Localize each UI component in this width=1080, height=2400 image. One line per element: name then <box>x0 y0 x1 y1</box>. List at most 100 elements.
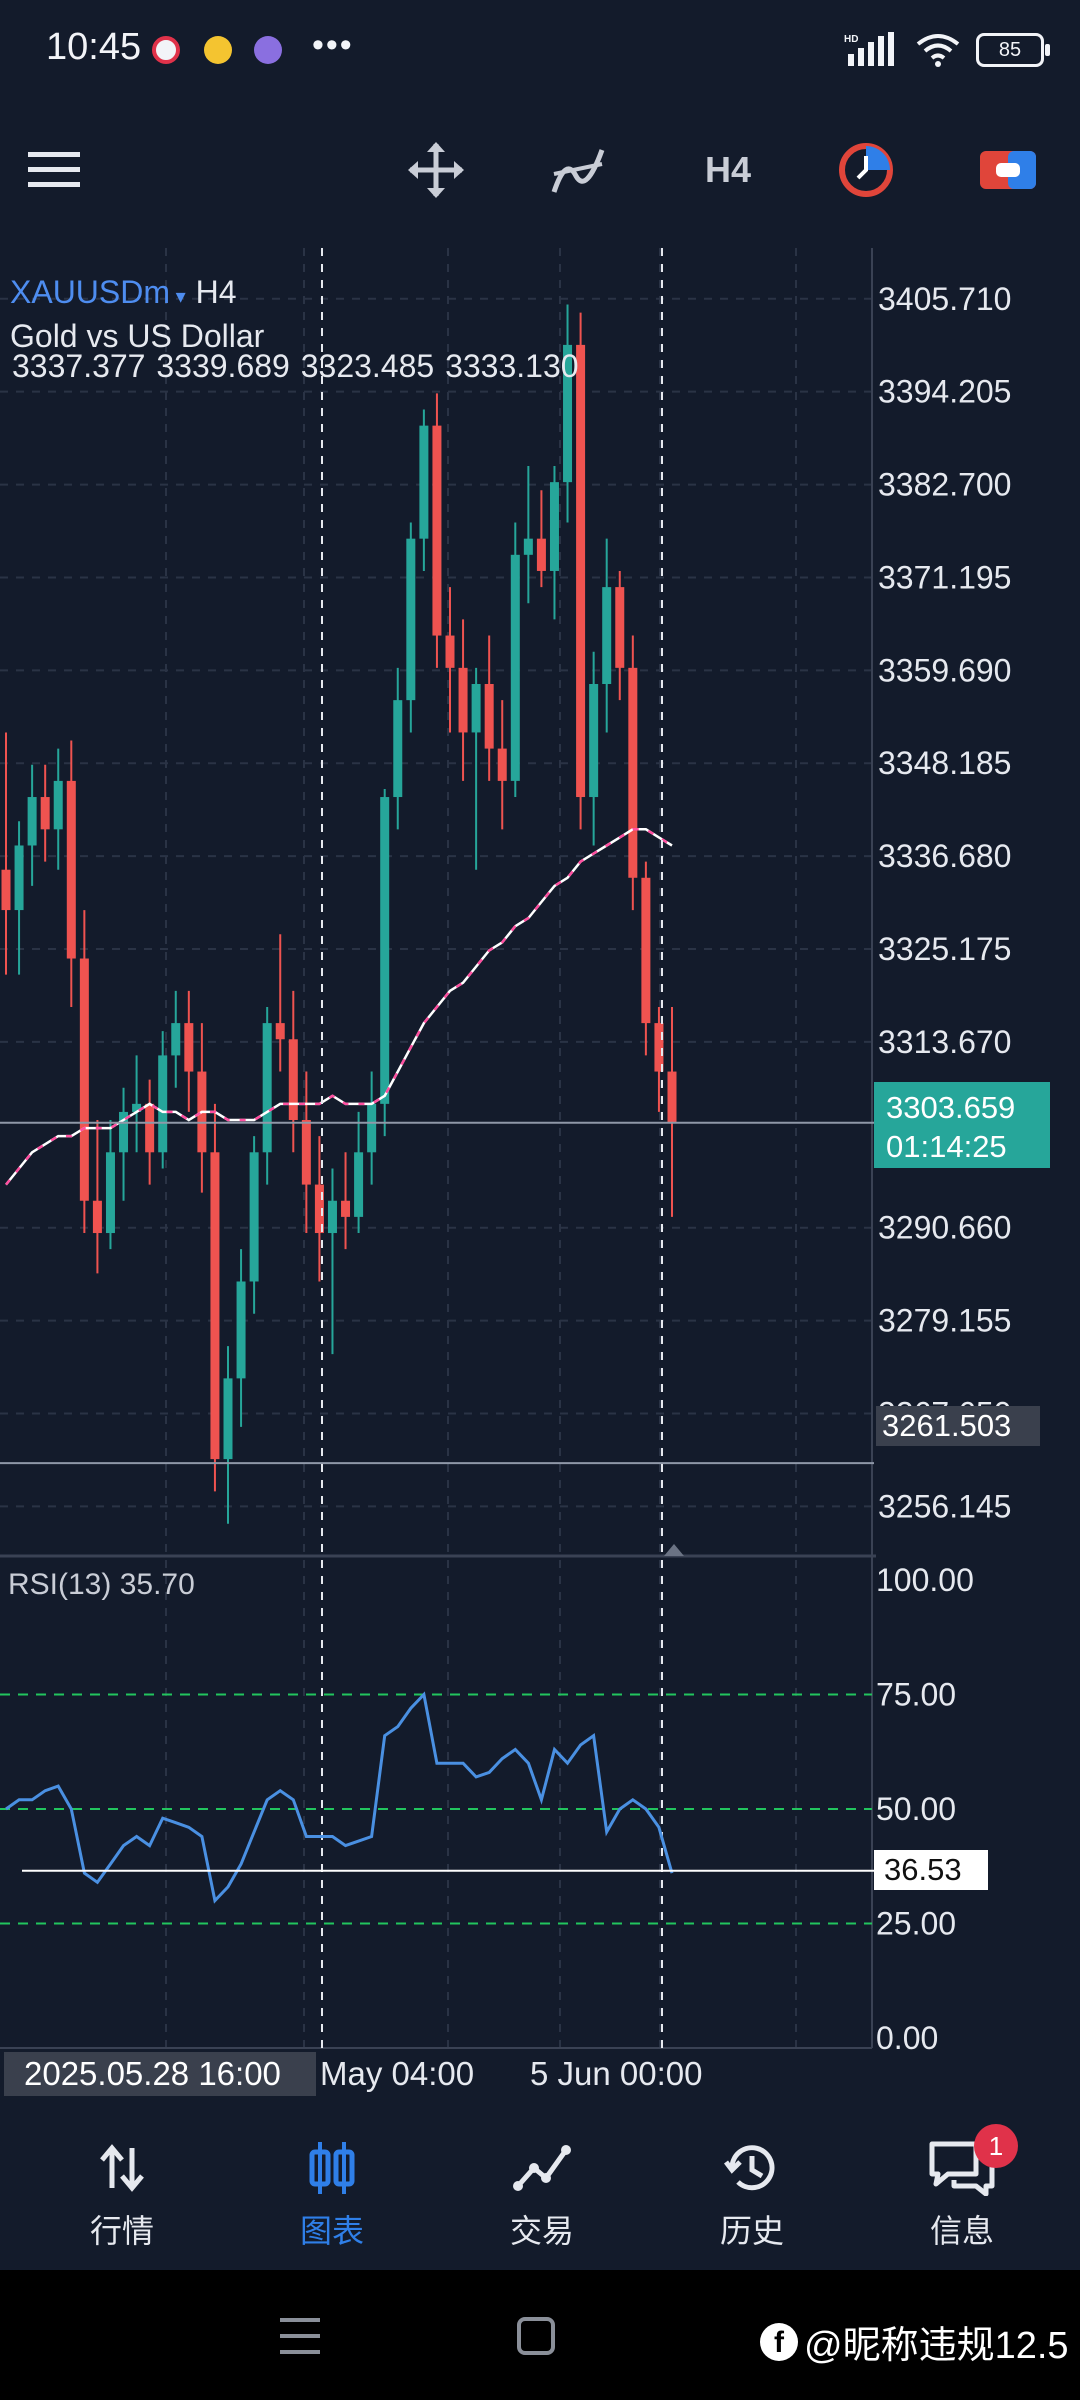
symbol-header[interactable]: XAUUSDm ▾ H4 <box>10 274 237 310</box>
candle-body <box>314 1184 324 1234</box>
price-axis-label: 3394.205 <box>878 374 1011 410</box>
status-indicators: HD 85 <box>844 30 1050 70</box>
chart-toolbar: H4 <box>0 110 1080 230</box>
candle-body <box>458 667 468 733</box>
pane-resize-handle <box>664 1544 684 1556</box>
candle-body <box>589 684 599 798</box>
rsi-axis-label: 0.00 <box>876 2020 938 2056</box>
candle-body <box>171 1023 181 1056</box>
price-axis-label: 3336.680 <box>878 838 1011 874</box>
nav-quotes[interactable]: 行情 <box>14 2110 230 2270</box>
signal-icon: HD <box>844 32 894 66</box>
price-axis-label: 3405.710 <box>878 281 1011 317</box>
wifi-icon <box>916 34 960 67</box>
time-axis-label: May 04:00 <box>320 2055 475 2092</box>
one-click-trading-button[interactable] <box>834 140 898 200</box>
price-axis-label: 3382.700 <box>878 467 1011 503</box>
candle-body <box>628 667 638 878</box>
candle-body <box>223 1378 233 1460</box>
candle-body <box>236 1281 246 1379</box>
candle-body <box>523 538 533 555</box>
battery-indicator: 85 <box>976 33 1050 67</box>
bottom-navigation: 行情 图表 交易 历史 信息 1 <box>0 2110 1080 2270</box>
price-axis-label: 3313.670 <box>878 1024 1011 1060</box>
candle-body <box>249 1152 259 1282</box>
ohlc-high: 3339.689 <box>156 348 290 384</box>
crosshair-move-button[interactable] <box>404 140 468 200</box>
candle-body <box>1 869 11 911</box>
candle-body <box>393 700 403 798</box>
candle-body <box>132 1103 142 1112</box>
ohlc-open: 3337.377 <box>12 348 146 384</box>
candle-body <box>14 845 24 911</box>
candle-body <box>79 958 89 1201</box>
history-clock-icon <box>724 2145 775 2191</box>
candle-body <box>615 587 625 668</box>
weibo-notification-icon <box>152 36 180 64</box>
time-axis-label: 5 Jun 00:00 <box>530 2055 703 2092</box>
rsi-line <box>5 1691 674 1904</box>
candle-body <box>484 684 494 749</box>
buy-sell-icon <box>980 151 1036 189</box>
candle-body <box>145 1103 155 1153</box>
nav-label: 行情 <box>89 2213 154 2249</box>
ohlc-low: 3323.485 <box>300 348 435 384</box>
price-axis-label: 3359.690 <box>878 652 1011 688</box>
watermark-text: @昵称违规12.5 <box>804 2325 1069 2367</box>
nav-history[interactable]: 历史 <box>644 2110 860 2270</box>
current-price-tag: 3303.659 01:14:25 <box>874 1082 1050 1168</box>
chart-candles-icon <box>309 2142 355 2194</box>
candle-body <box>40 797 50 830</box>
status-bar: 10:45 ••• HD 85 <box>0 0 1080 100</box>
rsi-current-tag: 36.53 <box>874 1850 988 1890</box>
candle-body <box>327 1200 337 1234</box>
symbol-timeframe: H4 <box>195 274 237 310</box>
candle-body <box>301 1120 311 1185</box>
chart-canvas[interactable]: 3405.710 3394.205 3382.700 3371.195 3359.690… <box>0 248 1080 2108</box>
nav-trade[interactable]: 交易 <box>434 2110 650 2270</box>
menu-button[interactable] <box>24 140 84 200</box>
timeframe-button[interactable]: H4 <box>690 140 766 200</box>
candle-body <box>367 1103 377 1153</box>
candle-body <box>654 1023 664 1072</box>
candle-body <box>380 797 390 1104</box>
moving-average-dash <box>5 828 673 1186</box>
nav-label: 交易 <box>509 2213 574 2249</box>
symbol-name: XAUUSDm <box>10 274 171 310</box>
svg-text:HD: HD <box>844 34 858 45</box>
candle-body <box>275 1023 285 1040</box>
candle-body <box>288 1039 298 1120</box>
price-axis-label: 3325.175 <box>878 931 1011 967</box>
home-square-icon[interactable] <box>516 2316 556 2356</box>
recents-menu-icon[interactable] <box>278 2316 322 2356</box>
unread-badge: 1 <box>974 2124 1018 2168</box>
system-navigation-bar <box>0 2270 1080 2400</box>
candle-body <box>27 797 37 846</box>
quotes-arrows-icon <box>100 2144 144 2192</box>
new-order-button[interactable] <box>976 140 1040 200</box>
nav-chart[interactable]: 图表 <box>224 2110 440 2270</box>
candle-body <box>667 1071 677 1123</box>
more-notifications-icon: ••• <box>312 26 354 64</box>
nav-label: 图表 <box>299 2213 364 2249</box>
time-cursor-label: 2025.05.28 16:00 <box>4 2052 316 2096</box>
chart-area[interactable]: 3405.710 3394.205 3382.700 3371.195 3359.690… <box>0 248 1080 2108</box>
bar-countdown: 01:14:25 <box>886 1129 1007 1164</box>
candle-body <box>549 482 559 571</box>
price-axis-label: 3256.145 <box>878 1488 1011 1524</box>
candle-body <box>158 1055 168 1153</box>
price-axis-label: 3290.660 <box>878 1210 1011 1246</box>
indicators-button[interactable] <box>546 140 610 200</box>
rsi-axis-label: 25.00 <box>876 1906 956 1942</box>
candle-body <box>53 780 63 830</box>
nav-messages[interactable]: 信息 1 <box>854 2110 1070 2270</box>
price-axis-label: 3279.155 <box>878 1303 1011 1339</box>
facebook-logo-icon: f <box>760 2322 798 2361</box>
candle-body <box>576 344 586 798</box>
price-axis-label: 3371.195 <box>878 559 1011 595</box>
candle-body <box>510 554 520 781</box>
indicator-wave-icon <box>551 149 605 193</box>
candle-body <box>432 425 442 636</box>
current-price: 3303.659 <box>886 1090 1016 1125</box>
trade-line-icon <box>513 2145 571 2191</box>
